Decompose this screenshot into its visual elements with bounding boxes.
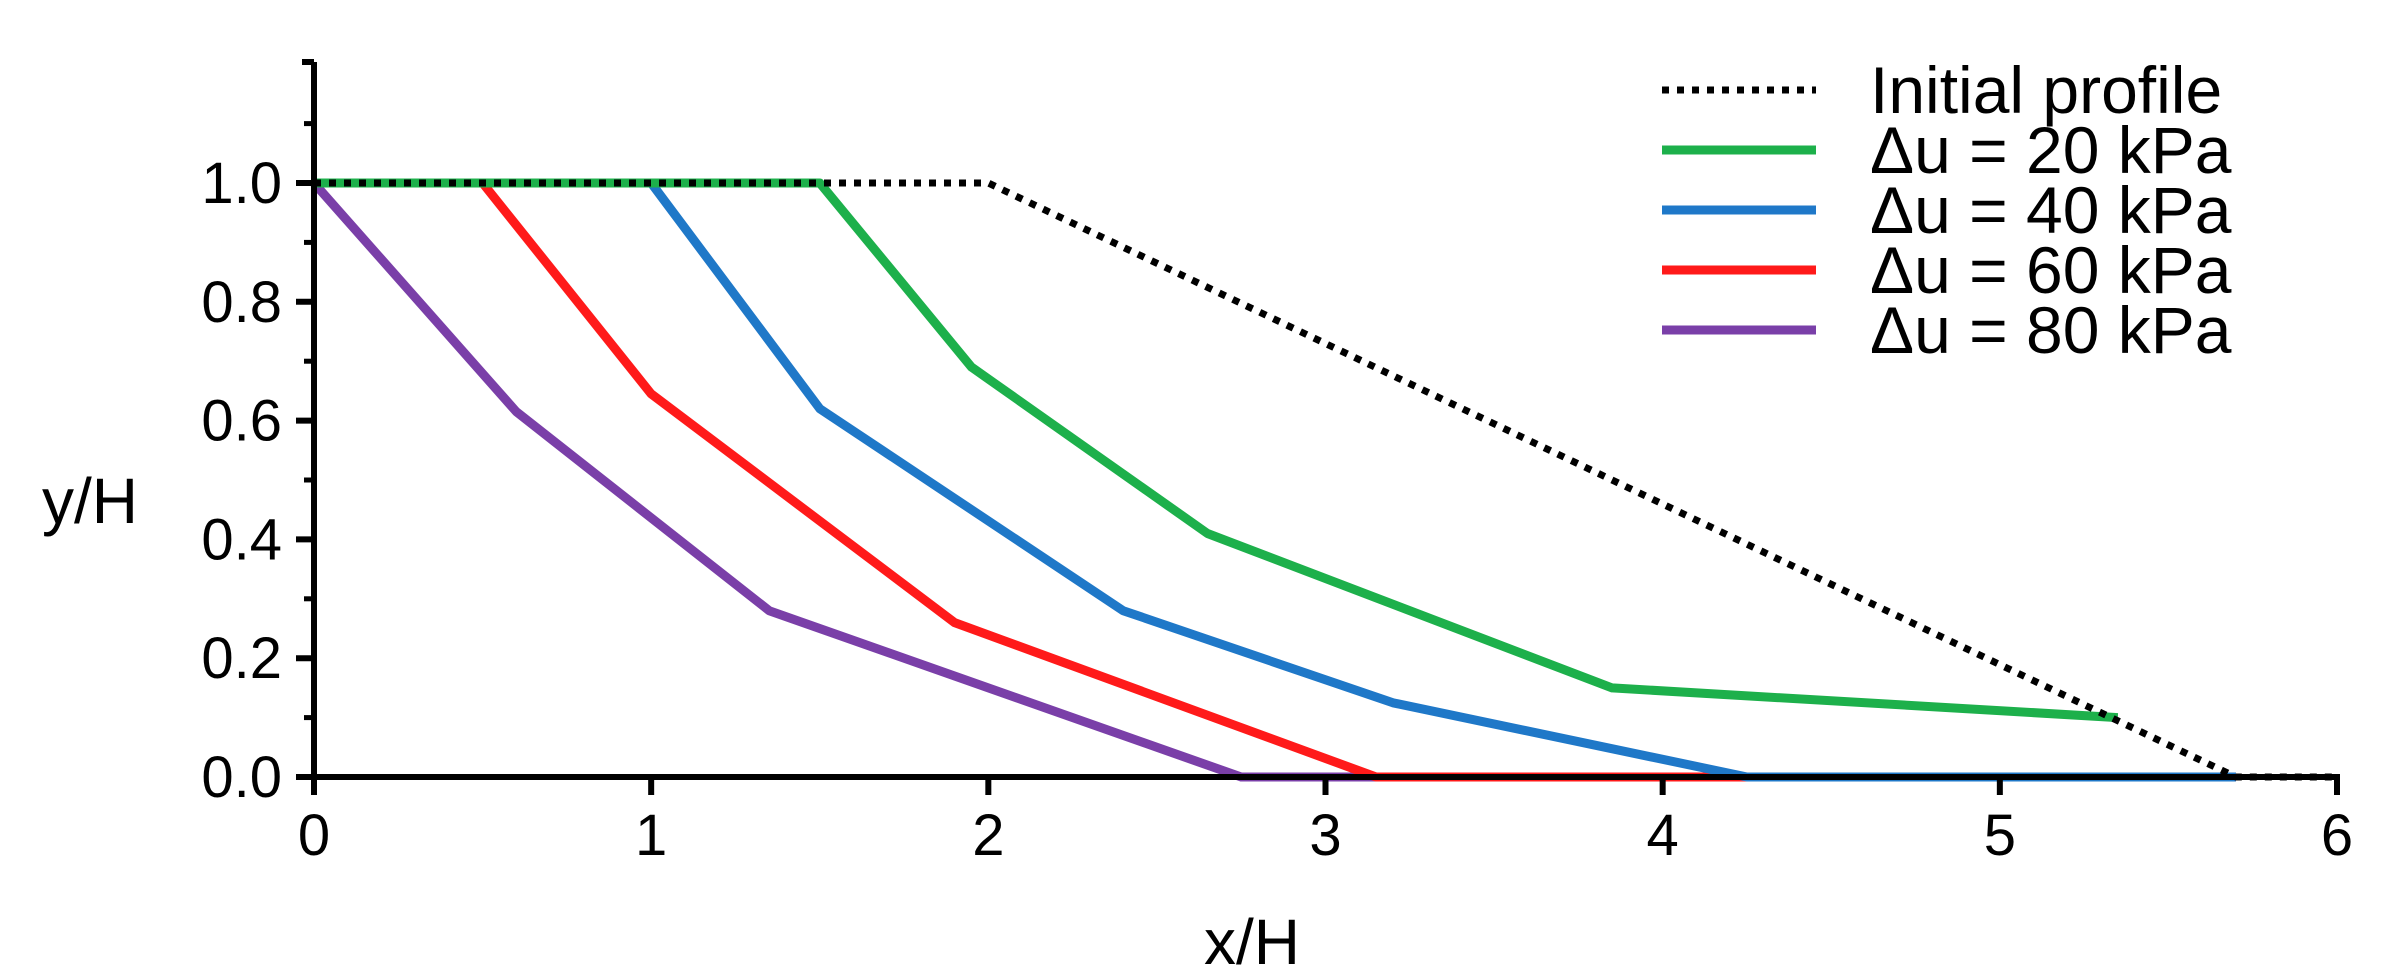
x-tick-label-0: 0 [298,803,330,868]
y-tick-label-0.8: 0.8 [201,270,282,335]
x-tick-label-1: 1 [635,803,667,868]
legend-label-1: Δu = 20 kPa [1870,113,2232,187]
x-tick-label-2: 2 [972,803,1004,868]
series-line-du-20-kpa [314,178,2119,723]
x-axis-label: x/H [1204,906,1300,974]
x-tick-label-6: 6 [2321,803,2353,868]
x-tick-label-5: 5 [1984,803,2016,868]
y-tick-label-0.2: 0.2 [201,626,282,691]
x-tick-label-3: 3 [1309,803,1341,868]
y-axis-label: y/H [42,465,138,537]
y-tick-label-0.6: 0.6 [201,389,282,454]
legend-label-0: Initial profile [1870,53,2222,127]
x-tick-label-4: 4 [1647,803,1679,868]
legend-label-4: Δu = 80 kPa [1870,293,2232,367]
y-tick-label-0.4: 0.4 [201,507,282,572]
ticks: 0 1 2 3 4 5 6 0.0 0.2 0.4 0.6 0.8 1.0 [201,121,2353,868]
legend-label-3: Δu = 60 kPa [1870,233,2232,307]
y-tick-label-1.0: 1.0 [201,151,282,216]
y-tick-label-0.0: 0.0 [201,745,282,810]
legend-label-2: Δu = 40 kPa [1870,173,2232,247]
